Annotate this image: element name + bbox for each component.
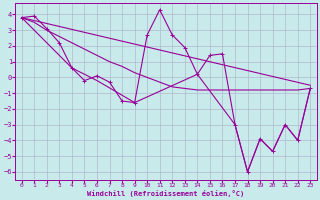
- X-axis label: Windchill (Refroidissement éolien,°C): Windchill (Refroidissement éolien,°C): [87, 190, 244, 197]
